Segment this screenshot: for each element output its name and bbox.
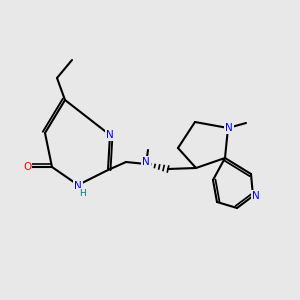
- Text: N: N: [252, 191, 260, 201]
- Text: N: N: [225, 123, 233, 133]
- Text: N: N: [142, 157, 150, 167]
- Text: O: O: [23, 162, 31, 172]
- Text: N: N: [106, 130, 114, 140]
- Text: N: N: [74, 181, 82, 191]
- Text: H: H: [80, 188, 86, 197]
